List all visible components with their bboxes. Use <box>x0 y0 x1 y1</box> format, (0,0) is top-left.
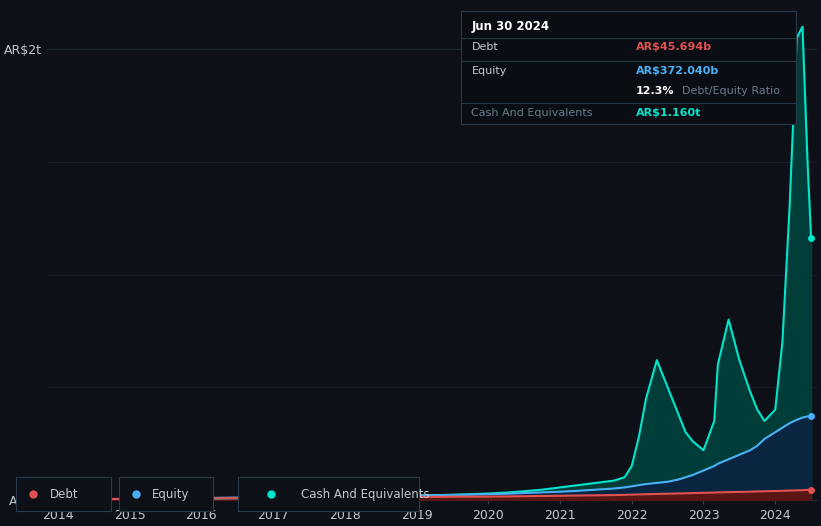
Text: Equity: Equity <box>152 488 190 501</box>
Text: Debt: Debt <box>49 488 78 501</box>
Text: Cash And Equivalents: Cash And Equivalents <box>471 108 593 118</box>
Text: Debt/Equity Ratio: Debt/Equity Ratio <box>682 86 781 96</box>
Text: Debt: Debt <box>471 42 498 52</box>
Text: Equity: Equity <box>471 66 507 76</box>
Text: AR$45.694b: AR$45.694b <box>635 42 712 52</box>
Text: Cash And Equivalents: Cash And Equivalents <box>301 488 430 501</box>
Text: Jun 30 2024: Jun 30 2024 <box>471 19 549 33</box>
Text: 12.3%: 12.3% <box>635 86 674 96</box>
Text: AR$1.160t: AR$1.160t <box>635 108 701 118</box>
Text: AR$372.040b: AR$372.040b <box>635 66 719 76</box>
